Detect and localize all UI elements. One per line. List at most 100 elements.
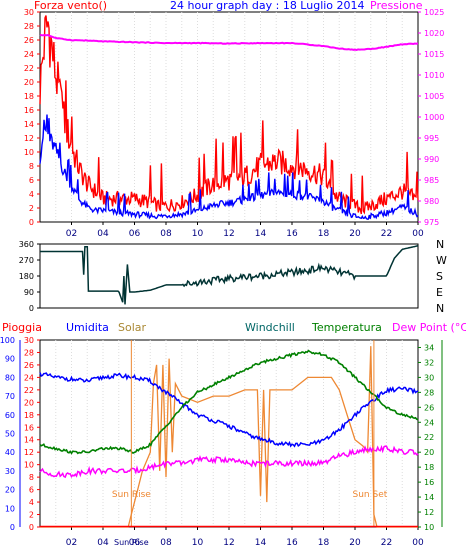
wind-x-tick-label: 00 xyxy=(412,229,424,239)
rain-label: Pioggia xyxy=(2,321,42,334)
humidity-y-tick-label: 0 xyxy=(10,523,15,532)
wind-x-tick-label: 12 xyxy=(223,229,234,239)
rain-y-tick-label: 30 xyxy=(24,336,34,345)
direction-y-tick-label: 270 xyxy=(19,256,34,265)
rain-y-tick-label: 10 xyxy=(24,461,34,470)
rain-y-tick-label: 22 xyxy=(24,386,34,395)
wind-y-tick-label: 14 xyxy=(24,120,34,129)
wind-x-tick-label: 22 xyxy=(381,229,392,239)
rain-y-tick-label: 8 xyxy=(29,473,34,482)
humidity-x-tick-label: 18 xyxy=(318,538,330,548)
sun-set-label: Sun Set xyxy=(353,490,388,500)
pressure-y-tick-label: 1025 xyxy=(424,8,444,17)
humidity-y-tick-label: 10 xyxy=(5,504,15,513)
sun-rise-label: Sun Rise xyxy=(112,490,151,500)
pressure-y-tick-label: 995 xyxy=(424,134,439,143)
dew-point-label: Dew Point (°C) xyxy=(392,321,466,334)
humidity-x-tick-label: 00 xyxy=(412,538,424,548)
rain-y-tick-label: 18 xyxy=(24,411,34,420)
temperature-line xyxy=(39,349,419,455)
direction-y-tick-label: 360 xyxy=(19,240,34,249)
temperature-y-tick-label: 28 xyxy=(424,388,434,397)
temperature-y-tick-label: 14 xyxy=(424,493,434,502)
humidity-temperature-panel: 1009080706050403020100302826242220181614… xyxy=(0,336,443,548)
wind-y-tick-label: 8 xyxy=(29,162,34,171)
temperature-y-tick-label: 12 xyxy=(424,508,434,517)
solar-line xyxy=(40,346,418,528)
wind-label-text: Forza vento xyxy=(34,0,99,12)
humidity-y-tick-label: 30 xyxy=(5,467,15,476)
wind-average-line xyxy=(39,114,419,220)
humidity-y-tick-label: 60 xyxy=(5,411,15,420)
wind-unit-text: () xyxy=(98,0,108,12)
temperature-y-tick-label: 26 xyxy=(424,403,434,412)
compass-label: W xyxy=(436,254,447,267)
humidity-label: Umidita xyxy=(66,321,109,334)
wind-y-tick-label: 2 xyxy=(29,204,34,213)
pressure-y-tick-label: 1000 xyxy=(424,113,444,122)
chart-title: 24 hour graph day : 18 Luglio 2014 xyxy=(170,0,365,12)
wind-y-tick-label: 28 xyxy=(24,22,34,31)
humidity-y-tick-label: 70 xyxy=(5,392,15,401)
wind-y-tick-label: 24 xyxy=(24,50,34,59)
wind-x-tick-label: 16 xyxy=(286,229,298,239)
humidity-x-tick-label: 16 xyxy=(286,538,298,548)
wind-x-tick-label: 10 xyxy=(192,229,204,239)
wind-x-tick-label: 02 xyxy=(66,229,77,239)
humidity-y-tick-label: 50 xyxy=(5,430,15,439)
wind-x-tick-label: 06 xyxy=(129,229,141,239)
temperature-label: Temperatura xyxy=(312,321,382,334)
wind-pressure-panel: 0246810121416182022242628309759809859909… xyxy=(24,8,445,239)
wind-y-tick-label: 20 xyxy=(24,78,34,87)
wind-y-tick-label: 16 xyxy=(24,106,34,115)
dew-point-line xyxy=(39,444,419,479)
compass-label: E xyxy=(436,286,443,299)
rain-y-tick-label: 0 xyxy=(29,523,34,532)
rain-y-tick-label: 16 xyxy=(24,423,34,432)
temperature-y-tick-label: 20 xyxy=(424,448,434,457)
wind-y-tick-label: 26 xyxy=(24,36,34,45)
pressure-y-tick-label: 1020 xyxy=(424,29,444,38)
temperature-y-tick-label: 34 xyxy=(424,343,434,352)
wind-x-tick-label: 20 xyxy=(349,229,361,239)
rain-y-tick-label: 26 xyxy=(24,361,34,370)
humidity-x-tick-label: 04 xyxy=(97,538,109,548)
wind-y-tick-label: 6 xyxy=(29,176,34,185)
humidity-x-tick-label: 22 xyxy=(381,538,392,548)
compass-label: S xyxy=(436,270,443,283)
rain-y-tick-label: 2 xyxy=(29,511,34,520)
pressure-line xyxy=(39,33,419,52)
humidity-x-tick-label: 02 xyxy=(66,538,77,548)
pressure-y-tick-label: 985 xyxy=(424,176,439,185)
temperature-y-tick-label: 24 xyxy=(424,418,434,427)
wind-y-tick-label: 22 xyxy=(24,64,34,73)
temperature-y-tick-label: 16 xyxy=(424,478,434,487)
rain-y-tick-label: 14 xyxy=(24,436,34,445)
humidity-x-tick-label: 14 xyxy=(255,538,267,548)
humidity-x-tick-label: 12 xyxy=(223,538,234,548)
humidity-y-tick-label: 20 xyxy=(5,486,15,495)
pressure-y-tick-label: 980 xyxy=(424,197,439,206)
humidity-y-tick-label: 40 xyxy=(5,448,15,457)
wind-x-tick-label: 14 xyxy=(255,229,267,239)
humidity-x-tick-label: 20 xyxy=(349,538,361,548)
direction-y-tick-label: 0 xyxy=(29,304,34,313)
wind-x-tick-label: 04 xyxy=(97,229,109,239)
wind-y-tick-label: 10 xyxy=(24,148,34,157)
pressure-label: Pressione xyxy=(370,0,423,12)
compass-label: N xyxy=(436,238,444,251)
pressure-y-tick-label: 990 xyxy=(424,155,439,164)
humidity-y-tick-label: 90 xyxy=(5,355,15,364)
sun-rise-axis-label: Sun Rise xyxy=(114,538,149,547)
wind-y-tick-label: 4 xyxy=(29,190,34,199)
humidity-line xyxy=(39,372,419,448)
rain-y-tick-label: 20 xyxy=(24,398,34,407)
wind-y-tick-label: 0 xyxy=(29,218,34,227)
rain-y-tick-label: 12 xyxy=(24,448,34,457)
humidity-y-tick-label: 80 xyxy=(5,373,15,382)
direction-y-tick-label: 180 xyxy=(19,272,34,281)
rain-y-tick-label: 6 xyxy=(29,486,34,495)
pressure-y-tick-label: 1005 xyxy=(424,92,444,101)
humidity-y-tick-label: 100 xyxy=(0,336,15,345)
